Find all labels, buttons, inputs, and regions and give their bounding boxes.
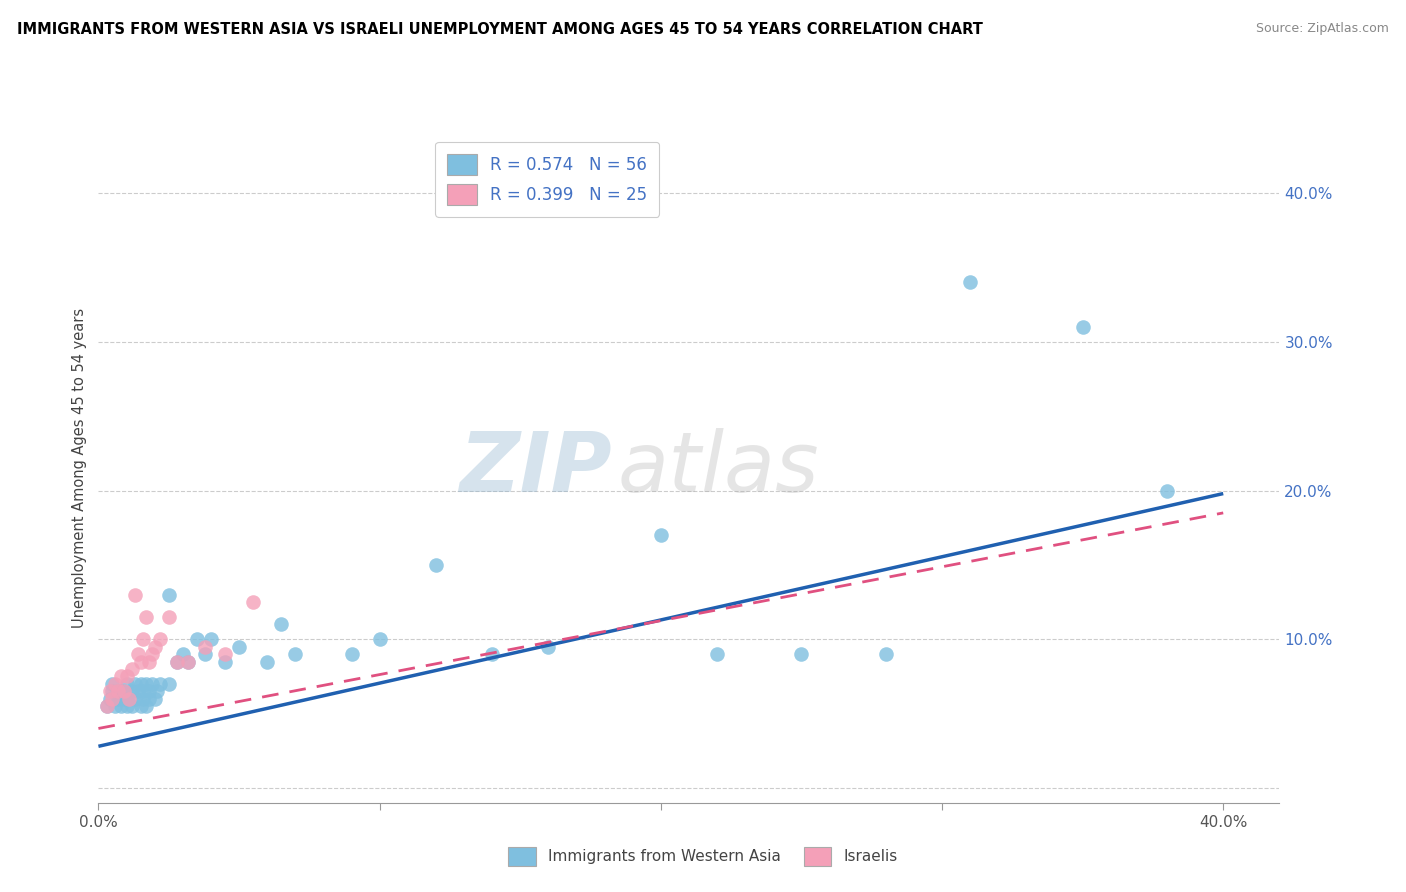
Point (121, 662, 143, 676)
Point (104, 699, 127, 714)
Point (112, 684, 135, 698)
Legend: Immigrants from Western Asia, Israelis: Immigrants from Western Asia, Israelis (502, 840, 904, 872)
Point (790, 647, 813, 661)
Point (115, 691, 138, 706)
Text: ZIP: ZIP (460, 428, 612, 508)
Point (135, 610, 157, 624)
Point (157, 610, 180, 624)
Point (135, 677, 157, 691)
Point (706, 647, 728, 661)
Point (228, 640, 250, 654)
Point (149, 632, 172, 647)
Point (200, 632, 222, 647)
Point (121, 699, 143, 714)
Point (107, 684, 129, 698)
Point (650, 528, 672, 542)
Point (481, 647, 503, 661)
Point (537, 640, 560, 654)
Point (166, 655, 188, 669)
Point (149, 677, 172, 691)
Point (138, 691, 160, 706)
Point (157, 588, 180, 602)
Point (214, 647, 236, 661)
Point (177, 655, 200, 669)
Point (124, 588, 146, 602)
Point (104, 677, 127, 691)
Point (214, 655, 236, 669)
Point (101, 684, 124, 698)
Point (270, 617, 292, 632)
Point (127, 647, 149, 661)
Point (115, 669, 138, 683)
Point (166, 655, 188, 669)
Point (129, 677, 152, 691)
Text: Source: ZipAtlas.com: Source: ZipAtlas.com (1256, 22, 1389, 36)
Point (96, 699, 118, 714)
Point (194, 647, 217, 661)
Point (242, 595, 264, 609)
Legend: R = 0.574   N = 56, R = 0.399   N = 25: R = 0.574 N = 56, R = 0.399 N = 25 (436, 142, 659, 217)
Point (959, 276, 981, 290)
Text: IMMIGRANTS FROM WESTERN ASIA VS ISRAELI UNEMPLOYMENT AMONG AGES 45 TO 54 YEARS C: IMMIGRANTS FROM WESTERN ASIA VS ISRAELI … (17, 22, 983, 37)
Point (425, 558, 447, 572)
Point (177, 655, 200, 669)
Point (101, 691, 124, 706)
Point (110, 669, 132, 683)
Point (98, 684, 121, 698)
Point (1071, 320, 1094, 334)
Point (340, 647, 363, 661)
Point (157, 677, 180, 691)
Point (284, 647, 307, 661)
Point (1156, 483, 1178, 498)
Point (368, 632, 391, 647)
Point (132, 691, 155, 706)
Point (110, 699, 132, 714)
Point (186, 632, 208, 647)
Y-axis label: Unemployment Among Ages 45 to 54 years: Unemployment Among Ages 45 to 54 years (72, 309, 87, 628)
Point (143, 640, 166, 654)
Point (141, 677, 163, 691)
Point (101, 677, 124, 691)
Point (143, 691, 166, 706)
Point (138, 684, 160, 698)
Text: atlas: atlas (619, 428, 820, 508)
Point (146, 684, 169, 698)
Point (121, 684, 143, 698)
Point (124, 691, 146, 706)
Point (138, 655, 160, 669)
Point (115, 699, 138, 714)
Point (124, 677, 146, 691)
Point (112, 691, 135, 706)
Point (141, 647, 163, 661)
Point (172, 647, 194, 661)
Point (107, 684, 129, 698)
Point (129, 699, 152, 714)
Point (256, 655, 278, 669)
Point (194, 640, 217, 654)
Point (110, 684, 132, 698)
Point (115, 677, 138, 691)
Point (129, 655, 152, 669)
Point (98, 691, 121, 706)
Point (135, 699, 157, 714)
Point (107, 691, 129, 706)
Point (132, 684, 155, 698)
Point (127, 684, 149, 698)
Point (118, 691, 141, 706)
Point (875, 647, 897, 661)
Point (96, 699, 118, 714)
Point (112, 684, 135, 698)
Point (132, 632, 155, 647)
